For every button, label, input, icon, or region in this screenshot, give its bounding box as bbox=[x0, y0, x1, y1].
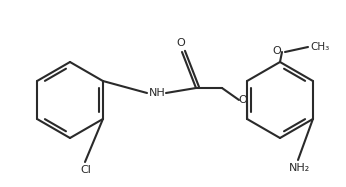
Text: O: O bbox=[239, 95, 247, 105]
Text: NH₂: NH₂ bbox=[288, 163, 310, 173]
Text: O: O bbox=[176, 38, 185, 48]
Text: O: O bbox=[272, 46, 281, 56]
Text: CH₃: CH₃ bbox=[310, 42, 329, 52]
Text: NH: NH bbox=[149, 88, 165, 98]
Text: Cl: Cl bbox=[81, 165, 91, 175]
